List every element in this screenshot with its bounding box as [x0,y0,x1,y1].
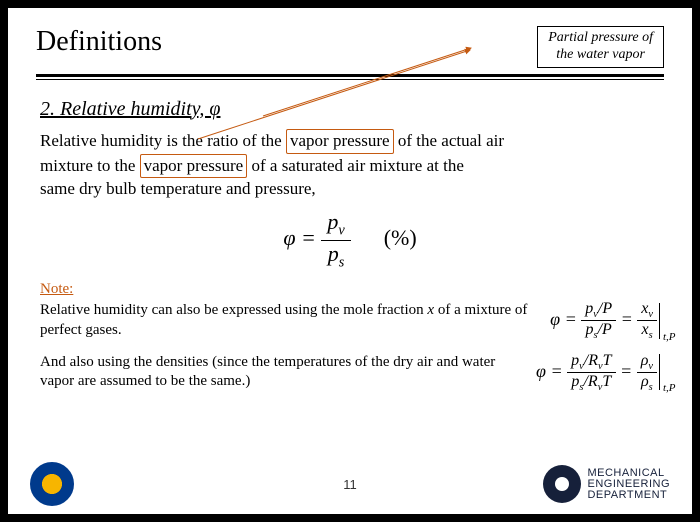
dept-line3: DEPARTMENT [587,490,670,501]
dept-line1: MECHANICAL [587,468,670,479]
section-subheading: 2. Relative humidity, φ [40,98,664,121]
boxed-term-1: vapor pressure [286,129,394,154]
body-text-2b: of a saturated air mixture at the [251,156,463,175]
page-number: 11 [343,477,357,492]
body-text-1b: of the actual air [398,131,504,150]
body-paragraph: Relative humidity is the ratio of the va… [40,129,664,202]
note-heading: Note: [40,281,664,298]
note-row-2: And also using the densities (since the … [40,352,660,393]
note2-text: And also using the densities (since the … [40,353,516,392]
phi-eq-2: φ = [536,360,567,380]
rule-thick [36,74,664,77]
numerator-p: p [327,209,338,234]
eval-cond-2: t,P [663,382,676,394]
callout-line1: Partial pressure of [548,30,653,47]
unit-percent: (%) [384,225,417,250]
note-row-1: Relative humidity can also be expressed … [40,300,660,341]
header-row: Definitions Partial pressure of the wate… [36,26,664,68]
body-text-2a: mixture to the [40,156,135,175]
note1-equation: φ = pv/Pps/P = xvxst,P [550,300,660,341]
equals: = [295,225,321,250]
body-text-1a: Relative humidity is the ratio of the [40,131,282,150]
phi-eq: φ = [550,309,581,329]
slide: Definitions Partial pressure of the wate… [8,8,692,514]
department-logo: MECHANICAL ENGINEERING DEPARTMENT [543,465,670,503]
dept-line2: ENGINEERING [587,479,670,490]
main-equation: φ = pvps (%) [36,209,664,271]
denom-p: p [328,241,339,266]
numerator-sub: v [338,223,344,239]
gear-icon [543,465,581,503]
phi-symbol: φ [283,225,295,250]
body-text-3: same dry bulb temperature and pressure, [40,179,316,198]
page-title: Definitions [36,26,162,58]
fraction: pvps [321,209,350,271]
university-logo-icon [30,462,74,506]
boxed-term-2: vapor pressure [140,154,248,179]
department-text: MECHANICAL ENGINEERING DEPARTMENT [587,468,670,501]
eval-cond-1: t,P [663,331,676,343]
callout-line2: the water vapor [548,47,653,64]
footer: 11 MECHANICAL ENGINEERING DEPARTMENT [8,462,692,506]
denom-sub: s [339,254,345,270]
rule-thin [36,79,664,80]
note2-equation: φ = pv/RvTps/RvT = ρvρst,P [536,352,660,393]
callout-box: Partial pressure of the water vapor [537,26,664,68]
note1-text: Relative humidity can also be expressed … [40,301,530,340]
